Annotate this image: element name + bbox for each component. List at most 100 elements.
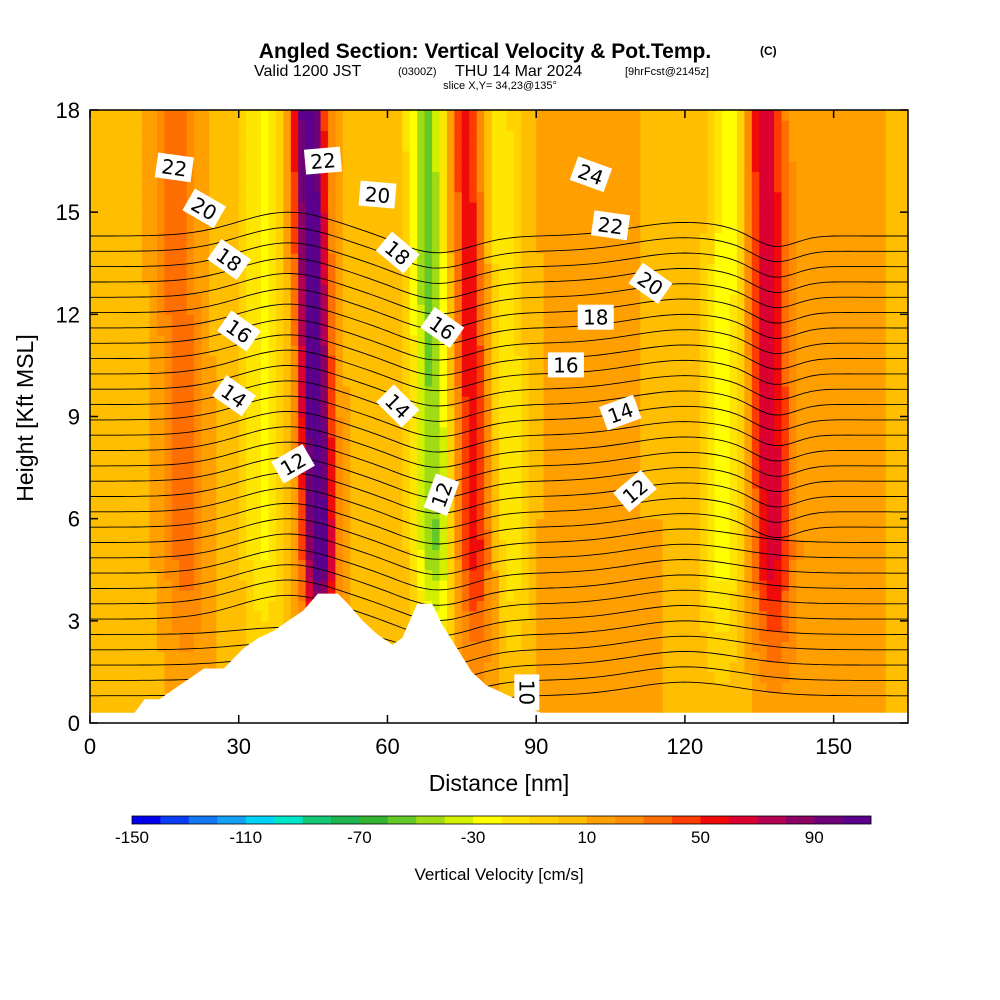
velocity-cell <box>803 590 812 601</box>
velocity-cell <box>409 477 418 489</box>
velocity-cell <box>551 692 560 704</box>
velocity-cell <box>699 436 708 448</box>
title-copyright-text: (C) <box>760 44 777 58</box>
velocity-cell <box>342 293 351 305</box>
velocity-cell <box>729 682 738 693</box>
velocity-cell <box>632 344 641 356</box>
velocity-cell <box>298 488 307 499</box>
velocity-cell <box>394 600 403 612</box>
velocity-cell <box>729 324 738 336</box>
velocity-cell <box>677 620 686 632</box>
velocity-cell <box>803 508 812 520</box>
velocity-cell <box>632 682 641 693</box>
velocity-cell <box>647 263 656 275</box>
velocity-cell <box>774 416 783 428</box>
velocity-cell <box>469 396 478 407</box>
velocity-cell <box>142 518 151 530</box>
velocity-cell <box>469 488 478 499</box>
velocity-cell <box>417 385 426 397</box>
velocity-cell <box>617 283 627 295</box>
velocity-cell <box>164 457 173 469</box>
velocity-cell <box>692 702 701 714</box>
velocity-cell <box>97 508 106 520</box>
velocity-cell <box>647 508 656 520</box>
velocity-cell <box>818 559 827 571</box>
velocity-cell <box>617 355 627 367</box>
velocity-cell <box>238 518 247 530</box>
velocity-cell <box>803 365 812 377</box>
velocity-cell <box>632 692 641 704</box>
velocity-cell <box>595 671 604 683</box>
velocity-cell <box>893 273 902 285</box>
velocity-cell <box>387 263 396 275</box>
velocity-cell <box>558 671 567 683</box>
velocity-cell <box>134 385 143 397</box>
velocity-cell <box>766 641 775 653</box>
velocity-cell <box>513 273 522 285</box>
velocity-cell <box>365 590 374 601</box>
velocity-cell <box>536 508 545 520</box>
velocity-cell <box>841 477 850 489</box>
velocity-cell <box>327 559 336 571</box>
velocity-cell <box>692 488 701 499</box>
velocity-cell <box>833 641 842 653</box>
velocity-cell <box>104 692 113 704</box>
velocity-cell <box>275 579 284 591</box>
velocity-cell <box>617 559 627 571</box>
velocity-cell <box>119 569 128 581</box>
velocity-cell <box>223 355 232 367</box>
velocity-cell <box>305 314 314 326</box>
velocity-cell <box>625 365 634 377</box>
velocity-cell <box>112 631 121 642</box>
velocity-cell <box>149 559 158 571</box>
velocity-cell <box>402 508 411 520</box>
velocity-cell <box>684 702 693 714</box>
velocity-cell <box>848 457 857 469</box>
velocity-cell <box>335 396 344 407</box>
velocity-cell <box>551 406 560 418</box>
velocity-cell <box>707 631 716 642</box>
velocity-cell <box>736 375 745 387</box>
velocity-cell <box>751 426 760 438</box>
velocity-cell <box>580 498 589 510</box>
velocity-cell <box>127 314 136 326</box>
velocity-cell <box>595 590 604 601</box>
velocity-cell <box>677 579 686 591</box>
velocity-cell <box>461 528 470 540</box>
velocity-cell <box>208 559 218 571</box>
velocity-cell <box>417 549 426 561</box>
velocity-cell <box>751 406 760 418</box>
velocity-cell <box>216 436 225 448</box>
velocity-cell <box>142 365 151 377</box>
velocity-cell <box>818 488 827 499</box>
velocity-cell <box>179 579 188 591</box>
velocity-cell <box>253 304 262 315</box>
velocity-cell <box>476 293 485 305</box>
velocity-cell <box>201 365 210 377</box>
velocity-cell <box>870 682 879 693</box>
velocity-cell <box>603 283 612 295</box>
velocity-cell <box>327 375 336 387</box>
velocity-cell <box>774 692 783 704</box>
velocity-cell <box>365 283 374 295</box>
velocity-cell <box>208 283 218 295</box>
velocity-cell <box>699 641 708 653</box>
velocity-cell <box>580 508 589 520</box>
velocity-cell <box>565 293 574 305</box>
velocity-cell <box>781 620 790 632</box>
velocity-cell <box>796 549 805 561</box>
velocity-cell <box>632 457 641 469</box>
velocity-cell <box>446 436 455 448</box>
velocity-cell <box>342 273 351 285</box>
velocity-cell <box>759 631 768 642</box>
velocity-cell <box>499 324 508 336</box>
velocity-cell <box>670 528 679 540</box>
velocity-cell <box>268 385 277 397</box>
velocity-cell <box>603 692 612 704</box>
velocity-cell <box>127 528 136 540</box>
velocity-cell <box>268 600 277 612</box>
velocity-cell <box>573 334 582 346</box>
velocity-cell <box>744 641 753 653</box>
velocity-cell <box>149 620 158 632</box>
velocity-cell <box>372 539 381 550</box>
